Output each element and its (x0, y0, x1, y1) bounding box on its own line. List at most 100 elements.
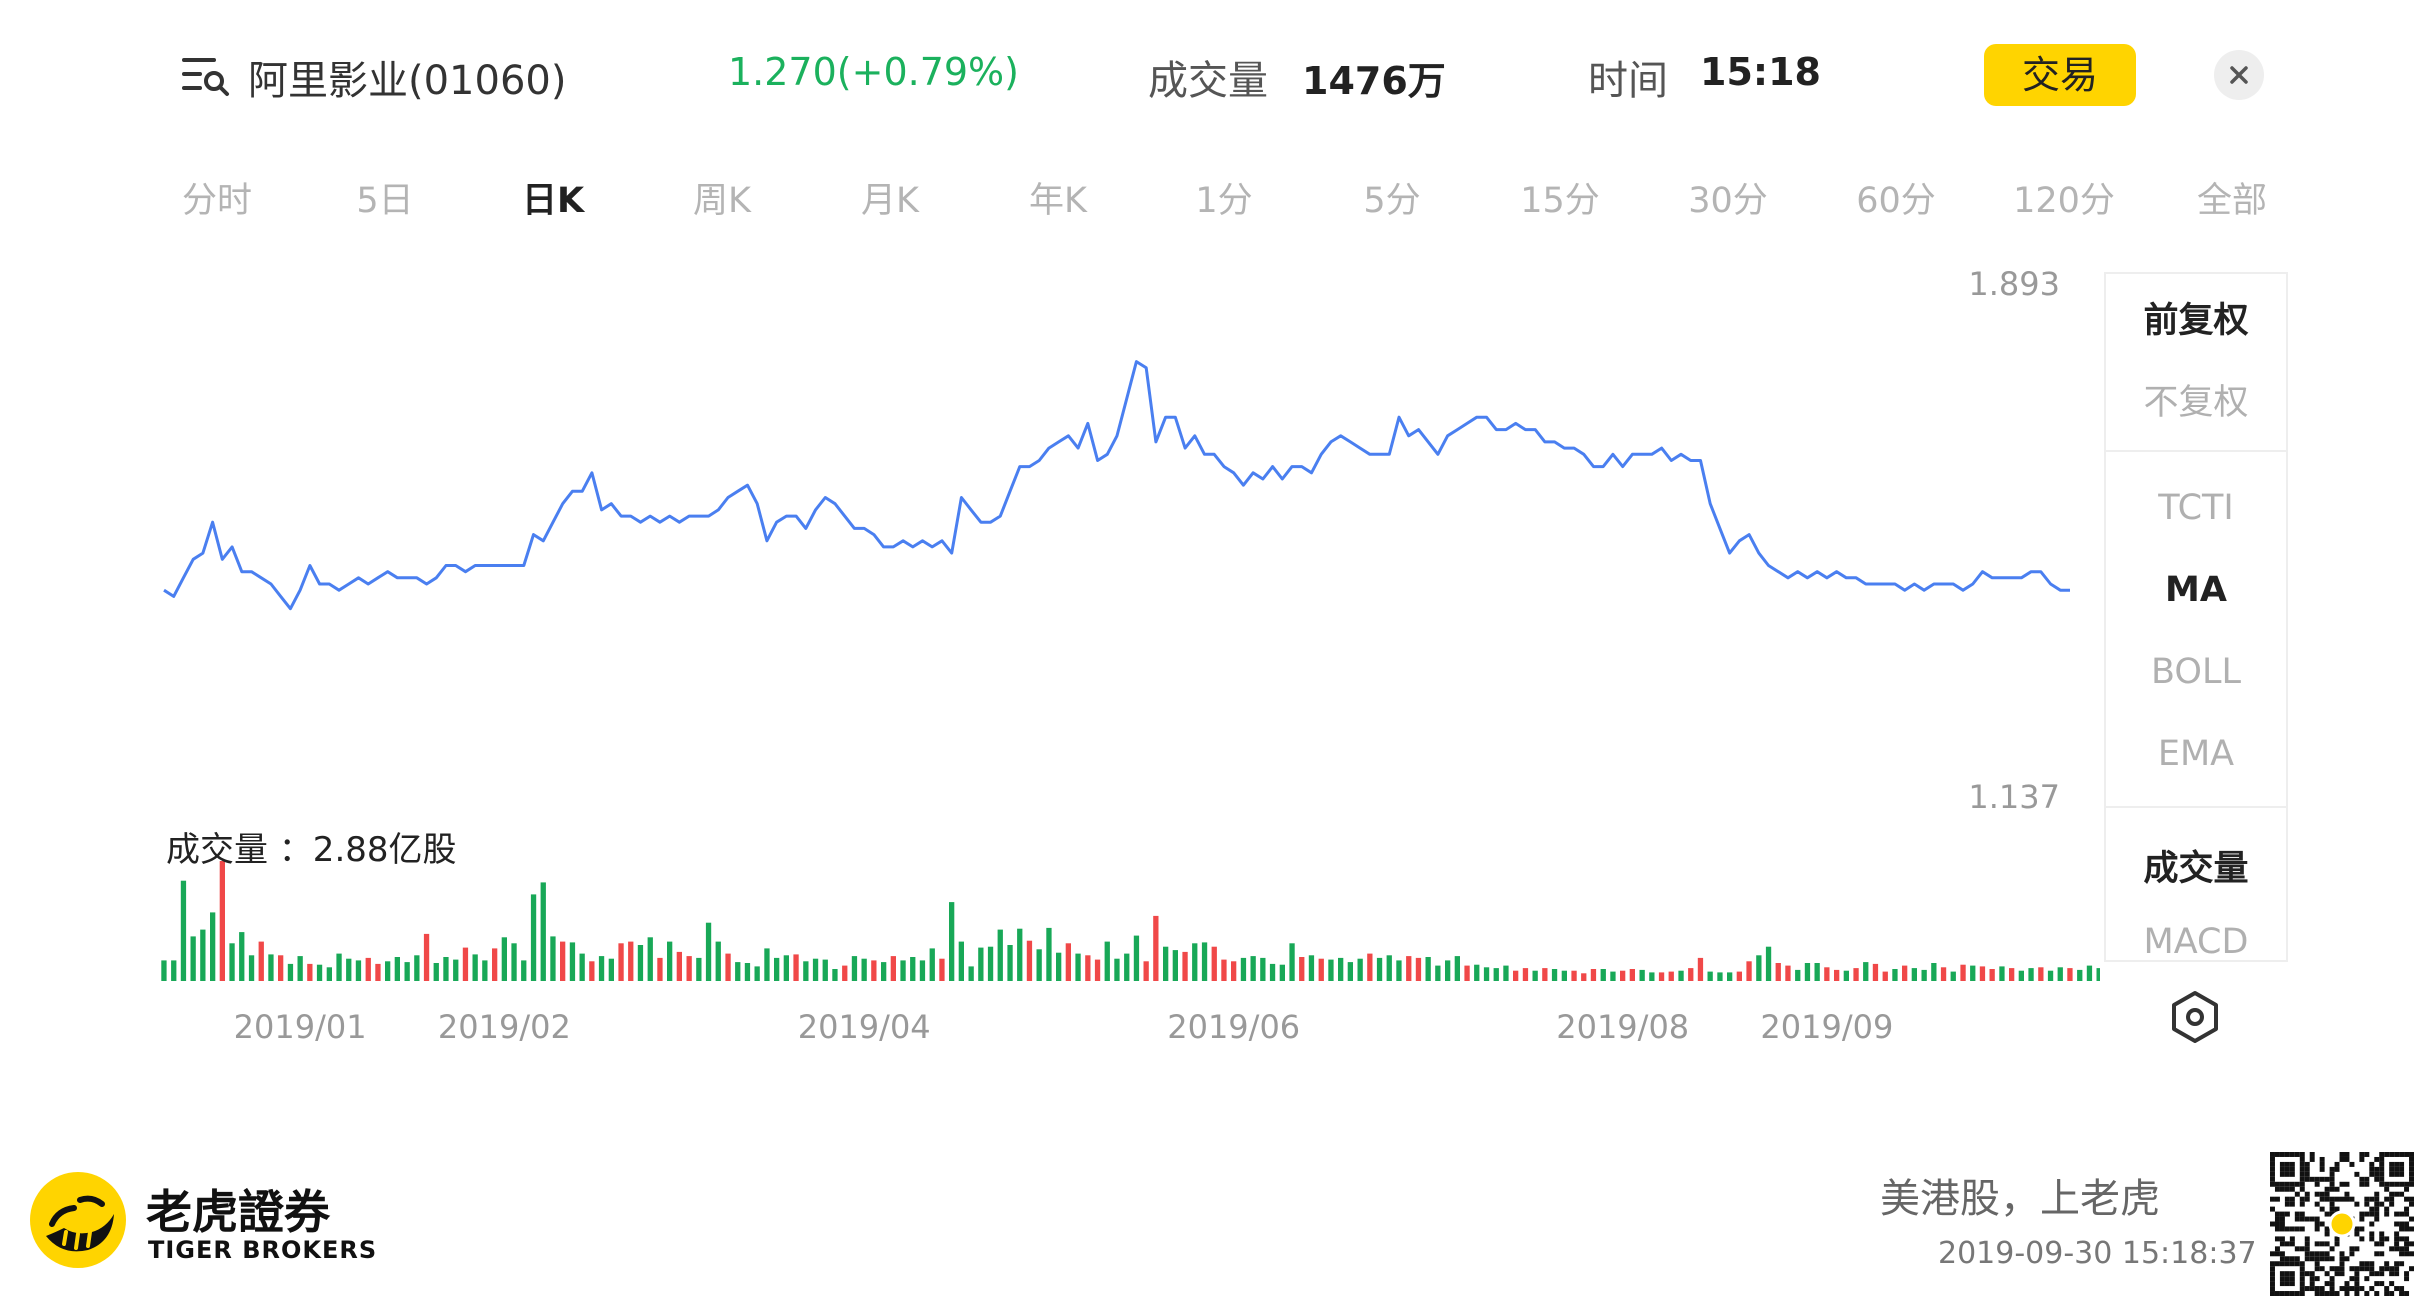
volume-bar (1172, 950, 1178, 981)
volume-bar (258, 941, 264, 981)
volume-bar (229, 943, 235, 981)
volume-bar (482, 960, 488, 981)
volume-bar (1882, 971, 1888, 981)
volume-bar (1765, 946, 1772, 981)
timestamp: 2019-09-30 15:18:37 (1938, 1236, 2257, 1271)
volume-bar (598, 956, 605, 981)
trade-button[interactable]: 交易 (1984, 44, 2136, 106)
volume-bar (297, 956, 303, 981)
volume-bar (1483, 967, 1490, 981)
volume-bar (1639, 969, 1645, 981)
volume-bar (1240, 957, 1247, 981)
tab-15min[interactable]: 15分 (1520, 181, 1600, 221)
tab-5min[interactable]: 5分 (1363, 181, 1421, 221)
divider (2106, 450, 2286, 452)
volume-bar (1649, 972, 1655, 981)
volume-bar (1114, 958, 1120, 981)
volume-bar (978, 947, 984, 981)
volume-bar (2009, 968, 2015, 981)
x-tick-label: 2019/04 (798, 1008, 931, 1046)
tab-fenshi[interactable]: 分时 (181, 181, 253, 221)
volume-bar (453, 959, 459, 981)
tab-5day[interactable]: 5日 (356, 181, 414, 221)
volume-bar (1221, 959, 1227, 981)
indicator-ema[interactable]: EMA (2157, 734, 2235, 774)
tab-1min[interactable]: 1分 (1195, 181, 1253, 221)
x-tick-label: 2019/09 (1760, 1008, 1893, 1046)
volume-bar (394, 957, 400, 981)
volume-bar (667, 941, 673, 981)
tab-120min[interactable]: 120分 (2013, 181, 2115, 221)
volume-bar (1950, 971, 1956, 981)
volume-bar (1075, 953, 1081, 981)
volume-bar (949, 902, 955, 981)
volume-bar (1979, 966, 1986, 981)
x-tick-label: 2019/06 (1167, 1008, 1300, 1046)
close-icon (2230, 66, 2248, 84)
volume-bar (637, 945, 644, 981)
volume-bar (715, 941, 721, 981)
volume-bar (968, 966, 974, 981)
sub-indicator-macd[interactable]: MACD (2143, 922, 2249, 962)
volume-bar (287, 963, 294, 981)
volume-bar (2096, 968, 2100, 981)
volume-bar (2067, 968, 2073, 981)
volume-bar (1620, 970, 1626, 981)
list-search-icon[interactable] (180, 54, 230, 98)
tab-day-k[interactable]: 日K (521, 181, 585, 221)
volume-bar (1707, 971, 1713, 981)
volume-bar (1347, 962, 1353, 981)
volume-bar (1036, 949, 1042, 981)
volume-bar (1007, 945, 1013, 981)
volume-bar (783, 955, 789, 981)
indicator-panel: 前复权 不复权 TCTI MA BOLL EMA 成交量 MACD (2104, 272, 2288, 962)
volume-bar (1824, 967, 1830, 981)
tab-all[interactable]: 全部 (2196, 181, 2268, 221)
hexagon-settings-icon[interactable] (2168, 990, 2222, 1044)
volume-bar (248, 955, 255, 981)
indicator-boll[interactable]: BOLL (2151, 652, 2241, 692)
volume-bar (1415, 957, 1422, 981)
volume-bar (1435, 965, 1441, 981)
adjust-none[interactable]: 不复权 (2143, 383, 2249, 423)
tab-week-k[interactable]: 周K (693, 181, 751, 221)
volume-bar (2057, 967, 2063, 981)
volume-bar (1085, 955, 1091, 981)
time-value: 15:18 (1700, 50, 1821, 94)
volume-bar (1804, 963, 1811, 981)
volume-bar (1834, 969, 1840, 981)
volume-bar (336, 953, 342, 981)
volume-bar (404, 962, 410, 981)
volume-bar (929, 948, 935, 981)
volume-bar (1192, 943, 1198, 981)
tab-year-k[interactable]: 年K (1029, 181, 1087, 221)
volume-bar (1513, 970, 1519, 981)
volume-bar (1853, 968, 1859, 981)
tab-30min[interactable]: 30分 (1688, 181, 1768, 221)
volume-bar (492, 948, 498, 981)
volume-bar (861, 958, 867, 981)
volume-bar (1299, 957, 1305, 981)
price-chart[interactable]: 1.893 1.137 2019/01 2019/02 2019/04 2019/06 20… (0, 250, 2100, 1050)
volume-bar (501, 937, 507, 981)
sub-indicator-volume[interactable]: 成交量 (2143, 849, 2249, 889)
volume-bar (1046, 927, 1052, 981)
y-min-label: 1.137 (1968, 778, 2060, 816)
volume-bar (822, 959, 828, 981)
indicator-tcti[interactable]: TCTI (2158, 488, 2234, 528)
volume-bar (326, 967, 332, 981)
volume-bar (1474, 964, 1480, 981)
volume-bar (2047, 970, 2054, 981)
volume-bar (735, 962, 741, 981)
tab-month-k[interactable]: 月K (861, 181, 919, 221)
indicator-ma[interactable]: MA (2165, 570, 2227, 610)
volume-bar (618, 943, 624, 981)
volume-bar (1921, 969, 1927, 981)
volume-bar (200, 929, 206, 981)
close-button[interactable] (2214, 50, 2264, 100)
tab-60min[interactable]: 60分 (1856, 181, 1936, 221)
adjust-forward[interactable]: 前复权 (2143, 301, 2249, 341)
volume-bar (385, 961, 391, 981)
volume-bar (1065, 943, 1071, 981)
volume-bar (832, 969, 838, 981)
